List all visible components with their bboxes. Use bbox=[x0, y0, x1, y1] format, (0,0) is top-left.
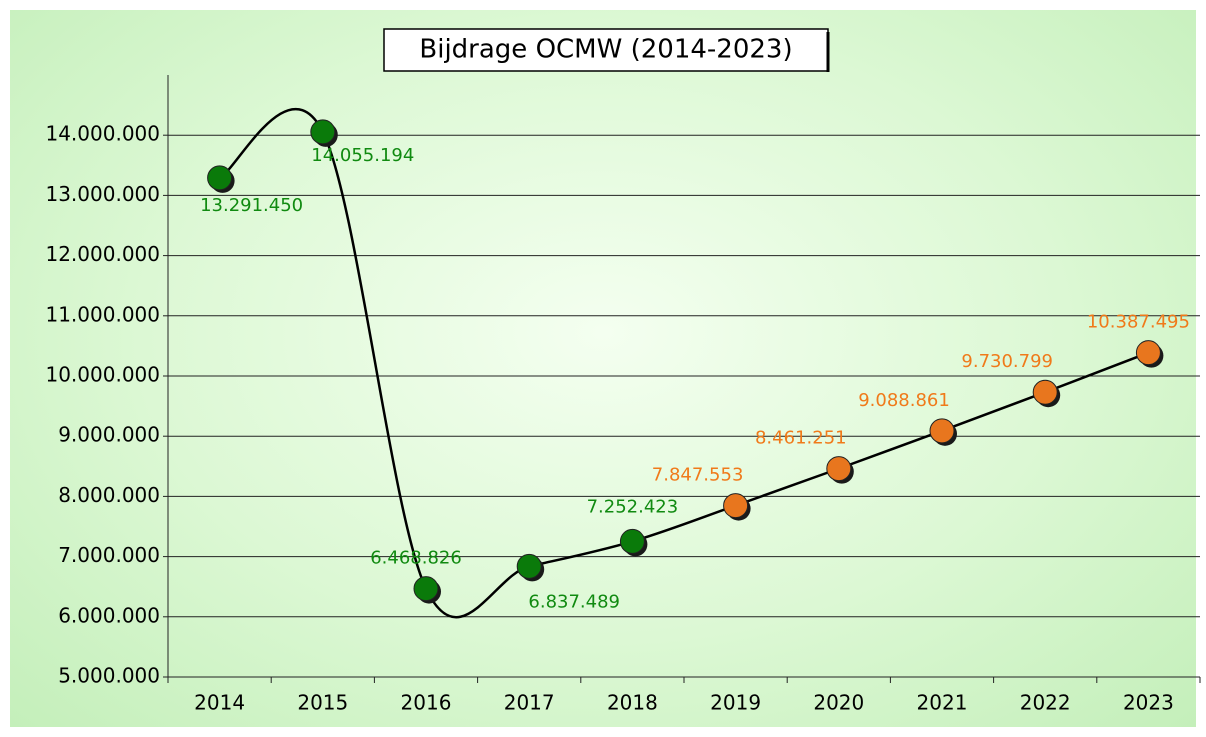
chart-background bbox=[10, 10, 1196, 727]
y-tick-label: 13.000.000 bbox=[45, 182, 160, 206]
data-label: 13.291.450 bbox=[200, 195, 303, 216]
y-tick-label: 8.000.000 bbox=[58, 483, 160, 507]
marker bbox=[723, 493, 749, 519]
title-box bbox=[383, 28, 829, 72]
marker bbox=[826, 456, 852, 482]
data-label: 10.387.495 bbox=[1087, 312, 1190, 333]
marker bbox=[310, 119, 336, 145]
y-tick-label: 10.000.000 bbox=[45, 363, 160, 387]
marker bbox=[207, 165, 233, 191]
y-tick-label: 9.000.000 bbox=[58, 423, 160, 447]
marker bbox=[1032, 379, 1058, 405]
marker bbox=[929, 418, 955, 444]
x-tick-label: 2022 bbox=[1020, 691, 1071, 715]
x-tick-label: 2023 bbox=[1123, 691, 1174, 715]
marker bbox=[516, 553, 542, 579]
data-label: 6.837.489 bbox=[528, 591, 620, 612]
y-tick-label: 12.000.000 bbox=[45, 242, 160, 266]
chart-title: Bijdrage OCMW (2014-2023) bbox=[419, 35, 792, 65]
y-tick-label: 14.000.000 bbox=[45, 122, 160, 146]
data-label: 6.468.826 bbox=[370, 548, 462, 569]
x-tick-label: 2020 bbox=[813, 691, 864, 715]
line bbox=[218, 108, 1149, 619]
y-tick-label: 6.000.000 bbox=[58, 603, 160, 627]
data-label: 7.252.423 bbox=[587, 496, 679, 517]
x-tick-label: 2019 bbox=[710, 691, 761, 715]
marker bbox=[619, 528, 645, 554]
x-tick-label: 2014 bbox=[194, 691, 245, 715]
data-label: 14.055.194 bbox=[311, 145, 414, 166]
data-label: 8.461.251 bbox=[755, 428, 847, 449]
marker bbox=[1135, 340, 1161, 366]
marker bbox=[413, 576, 439, 602]
y-tick-label: 5.000.000 bbox=[58, 664, 160, 688]
data-label: 9.730.799 bbox=[961, 351, 1053, 372]
x-tick-label: 2016 bbox=[401, 691, 452, 715]
data-label: 7.847.553 bbox=[652, 465, 744, 486]
x-tick-label: 2015 bbox=[297, 691, 348, 715]
y-tick-label: 7.000.000 bbox=[58, 543, 160, 567]
y-tick-label: 11.000.000 bbox=[45, 302, 160, 326]
x-tick-label: 2021 bbox=[917, 691, 968, 715]
x-tick-label: 2018 bbox=[607, 691, 658, 715]
x-tick-label: 2017 bbox=[504, 691, 555, 715]
data-label: 9.088.861 bbox=[858, 390, 950, 411]
